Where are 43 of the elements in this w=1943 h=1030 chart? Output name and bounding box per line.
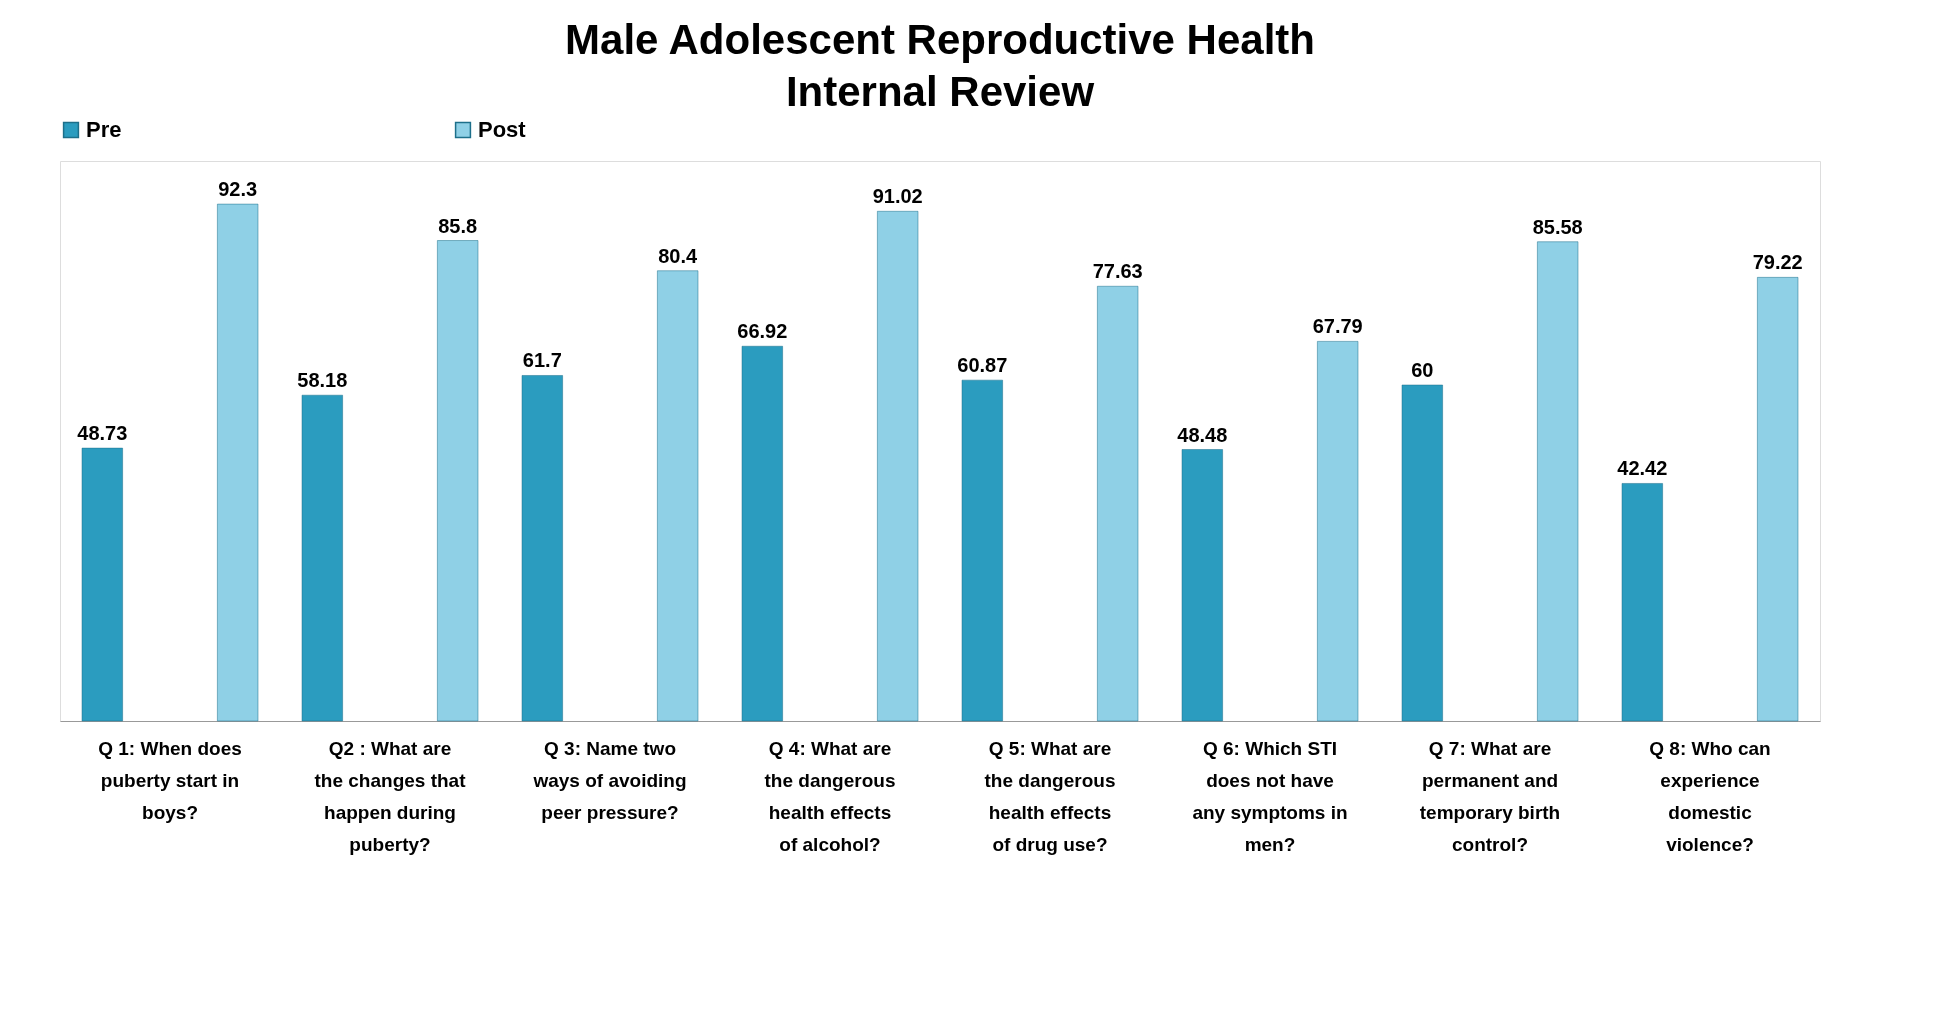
bar: [961, 379, 1003, 722]
bar: [1181, 449, 1223, 722]
data-label: 85.8: [438, 214, 478, 237]
data-label: 91.02: [872, 185, 923, 208]
bar: [1757, 277, 1799, 722]
bar: [1097, 286, 1139, 722]
bar: [1621, 483, 1663, 722]
bar: [521, 375, 563, 722]
x-tick-label: Q 6: Which STI does not have any symptoms in men?: [1192, 737, 1348, 855]
data-label: 48.48: [1177, 423, 1228, 446]
data-label: 61.7: [522, 349, 562, 372]
bar: [657, 270, 699, 722]
x-tick-label: Q 3: Name two ways of avoiding peer pressure?: [532, 737, 687, 823]
x-tick-label: Q2 : What are the changes that happen during puberty?: [314, 737, 467, 855]
x-tick-label: Q 5: What are the dangerous health effects of drug use?: [984, 737, 1116, 855]
data-label: 85.58: [1532, 215, 1583, 238]
x-tick-label: Q 7: What are permanent and temporary birth control?: [1419, 737, 1561, 855]
data-label: 79.22: [1752, 251, 1803, 274]
data-label: 60.87: [957, 354, 1008, 377]
data-label: 60: [1411, 359, 1434, 381]
data-label: 80.4: [658, 244, 699, 267]
bar: [1401, 384, 1443, 722]
bar: [1317, 341, 1359, 722]
bar: [437, 240, 479, 722]
data-label: 77.63: [1092, 260, 1143, 283]
bar: [301, 394, 343, 722]
data-label: 42.42: [1617, 457, 1668, 480]
bar: [81, 447, 123, 722]
bar: [877, 211, 919, 722]
x-tick-label: Q 4: What are the dangerous health effects of alcohol?: [764, 737, 896, 855]
data-label: 67.79: [1312, 315, 1363, 338]
x-tick-label: Q 8: Who can experience domestic violence?: [1649, 737, 1771, 855]
data-label: 66.92: [737, 320, 788, 343]
bar: [741, 346, 783, 722]
data-label: 58.18: [297, 369, 348, 392]
bar: [1537, 241, 1579, 722]
legend-label: Pre: [86, 117, 122, 142]
data-label: 92.3: [218, 178, 258, 201]
legend-label: Post: [478, 117, 527, 142]
bar: [217, 203, 259, 722]
data-label: 48.73: [77, 422, 128, 445]
x-tick-label: Q 1: When does puberty start in boys?: [98, 737, 242, 823]
chart-title: Male Adolescent Reproductive Health Internal Review: [565, 16, 1315, 115]
